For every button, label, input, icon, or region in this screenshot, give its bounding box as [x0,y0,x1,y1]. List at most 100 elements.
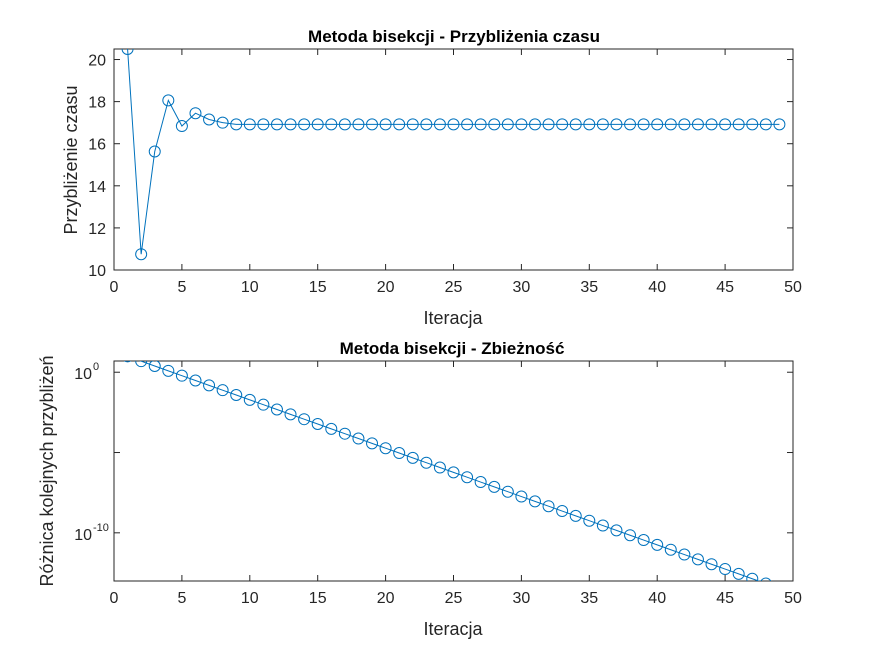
data-point [501,118,514,131]
data-point [366,118,379,131]
x-tick-label: 0 [110,279,119,296]
series-group [121,49,786,261]
data-point [542,500,555,513]
y-tick-label: 14 [88,179,106,196]
x-tick-label: 50 [784,590,802,607]
data-point [596,519,609,532]
y-tick-label: 20 [88,53,106,70]
data-point [488,118,501,131]
data-point [284,118,297,131]
y-tick-label: 10 [88,263,106,280]
chart-title: Metoda bisekcji - Przybliżenia czasu [308,27,600,46]
x-tick-label: 30 [513,279,531,296]
data-point [284,408,297,421]
data-point [773,118,786,131]
data-point [257,398,270,411]
data-point [447,118,460,131]
data-point [121,49,134,55]
data-point [298,413,311,426]
data-point [352,118,365,131]
data-point [393,447,406,460]
data-point [501,485,514,498]
data-point [637,118,650,131]
data-point [691,118,704,131]
data-point [719,118,732,131]
data-point [746,118,759,131]
data-point [583,514,596,527]
data-point [637,534,650,547]
data-point [610,524,623,537]
data-point [420,456,433,469]
data-point [311,418,324,431]
data-point [175,369,188,382]
data-point [243,118,256,131]
y-axis-label: Różnica kolejnych przybliżeń [37,355,57,586]
data-point [230,118,243,131]
x-tick-label: 15 [309,279,327,296]
data-point [760,577,772,581]
data-point [474,118,487,131]
data-point [759,118,772,131]
data-point [366,437,379,450]
data-point [461,471,474,484]
data-point [338,118,351,131]
data-point [379,442,392,455]
x-tick-label: 45 [716,590,734,607]
x-tick-label: 20 [377,279,395,296]
data-point [298,118,311,131]
data-point [705,558,718,571]
data-point [732,567,745,580]
data-point [691,553,704,566]
data-point [556,505,569,518]
data-point [474,476,487,489]
data-point [583,118,596,131]
data-point [678,548,691,561]
chart-title: Metoda bisekcji - Zbieżność [340,339,565,358]
x-axis: 0 5 10 15 20 25 30 35 40 45 50 [110,49,802,296]
data-point [719,563,732,576]
series-line [127,49,780,255]
data-point [542,118,555,131]
data-point [162,94,175,107]
x-tick-label: 10 [241,279,259,296]
data-point [461,118,474,131]
data-point [135,361,148,368]
data-point [175,120,188,133]
y-axis-label: Przybliżenie czasu [61,85,81,234]
data-point [216,384,229,397]
x-tick-label: 15 [309,590,327,607]
data-point [379,118,392,131]
x-tick-label: 5 [177,590,186,607]
x-tick-label: 40 [648,590,666,607]
data-point [488,480,501,493]
data-point [189,107,202,120]
data-point [746,572,759,581]
data-point [528,495,541,508]
x-tick-label: 25 [445,590,463,607]
data-point [311,118,324,131]
x-tick-label: 20 [377,590,395,607]
data-point [651,538,664,551]
data-point [528,118,541,131]
data-point [664,118,677,131]
data-point [732,118,745,131]
x-tick-label: 5 [177,279,186,296]
data-point [135,248,148,261]
data-point [406,451,419,464]
data-point [624,118,637,131]
data-point [230,389,243,402]
y-tick-exponent: 0 [93,361,99,373]
x-tick-label: 45 [716,279,734,296]
data-point [406,118,419,131]
x-axis: 0 5 10 15 20 25 30 35 40 45 50 [110,361,802,607]
x-tick-label: 50 [784,279,802,296]
y-tick-label: 12 [88,221,106,238]
data-point [189,374,202,387]
data-point [433,461,446,474]
x-tick-label: 40 [648,279,666,296]
data-point [257,118,270,131]
x-tick-label: 10 [241,590,259,607]
data-point [338,427,351,440]
plot-area-frame [113,48,794,271]
